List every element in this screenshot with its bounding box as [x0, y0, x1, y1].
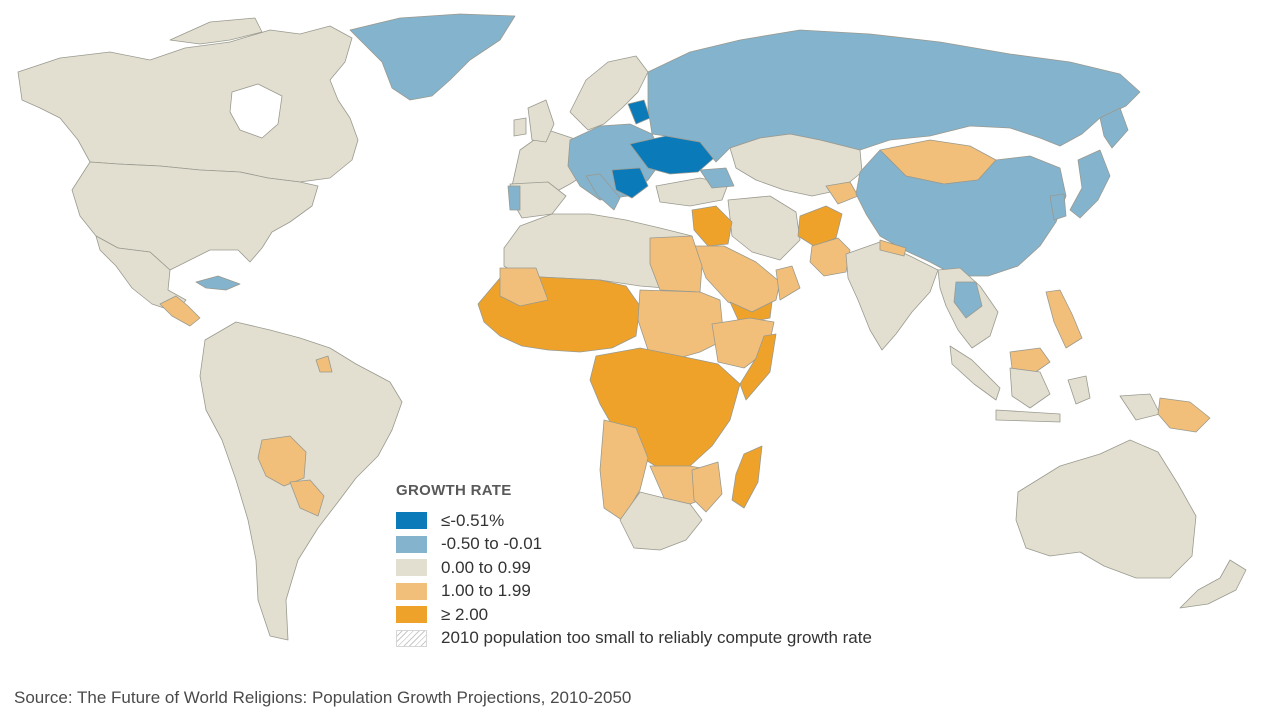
region-japan	[1069, 149, 1111, 219]
region-portugal	[507, 185, 521, 211]
region-thailand	[953, 281, 983, 319]
region-china	[855, 149, 1067, 277]
region-central-america	[159, 295, 201, 327]
region-central-asia	[729, 133, 863, 197]
legend-label: 1.00 to 1.99	[441, 581, 531, 601]
region-hudson-bay	[229, 83, 283, 139]
legend-swatch-hatch	[396, 629, 427, 647]
legend-item: ≥ 2.00	[396, 603, 1056, 627]
legend-swatch	[396, 606, 427, 624]
region-tajikistan	[825, 181, 859, 205]
region-canada-islands	[169, 17, 263, 45]
legend-item: 2010 population too small to reliably co…	[396, 627, 1056, 651]
region-java	[995, 409, 1061, 423]
region-mozambique	[691, 461, 723, 513]
region-balkans	[611, 167, 649, 199]
region-uk	[527, 99, 555, 143]
legend-label: -0.50 to -0.01	[441, 534, 543, 554]
region-korea	[1049, 193, 1067, 221]
legend-item: ≤-0.51%	[396, 509, 1056, 533]
region-australia	[1015, 439, 1197, 579]
region-mali	[499, 267, 549, 307]
region-india	[845, 241, 939, 351]
region-scandinavia	[569, 55, 649, 131]
legend-item: 0.00 to 0.99	[396, 556, 1056, 580]
region-egypt	[649, 235, 703, 293]
region-sumatra	[949, 345, 1001, 401]
region-papua	[1119, 393, 1161, 421]
legend-label: ≤-0.51%	[441, 510, 505, 530]
region-sahel-east	[637, 289, 725, 361]
region-pakistan	[809, 237, 851, 277]
region-iraq-syria	[691, 205, 733, 247]
region-new-zealand	[1179, 559, 1247, 609]
legend-swatch	[396, 512, 427, 530]
region-oman	[775, 265, 801, 301]
region-southern-africa	[619, 491, 703, 551]
world-map	[17, 13, 1247, 641]
legend-label: ≥ 2.00	[441, 604, 489, 624]
region-italy	[585, 173, 621, 211]
region-baltics	[627, 99, 651, 125]
region-paraguay	[289, 479, 325, 517]
region-papua-new-guinea	[1157, 397, 1211, 433]
region-nepal	[879, 239, 907, 257]
region-arabia	[693, 245, 781, 313]
legend-label: 2010 population too small to reliably co…	[441, 628, 872, 648]
region-somalia	[739, 333, 777, 401]
source-note: Source: The Future of World Religions: P…	[14, 688, 632, 707]
region-sulawesi	[1067, 375, 1091, 405]
region-russia	[647, 29, 1141, 163]
legend-title: GROWTH RATE	[396, 482, 512, 499]
region-ireland	[513, 117, 527, 137]
region-kamchatka	[1099, 107, 1129, 149]
region-canada	[17, 25, 359, 183]
legend-label: 0.00 to 0.99	[441, 557, 531, 577]
legend: GROWTH RATE ≤-0.51% -0.50 to -0.01 0.00 …	[396, 482, 1056, 650]
region-borneo	[1009, 367, 1051, 409]
legend-swatch	[396, 559, 427, 577]
legend-swatch	[396, 582, 427, 600]
region-iran	[727, 195, 801, 261]
region-philippines	[1045, 289, 1083, 349]
region-guianas	[315, 355, 333, 373]
region-caucasus	[699, 167, 735, 189]
region-cuba	[195, 275, 241, 291]
legend-item: 1.00 to 1.99	[396, 580, 1056, 604]
region-greenland	[349, 13, 516, 101]
legend-swatch	[396, 535, 427, 553]
legend-item: -0.50 to -0.01	[396, 533, 1056, 557]
region-afghanistan	[797, 205, 843, 247]
region-madagascar	[731, 445, 763, 509]
